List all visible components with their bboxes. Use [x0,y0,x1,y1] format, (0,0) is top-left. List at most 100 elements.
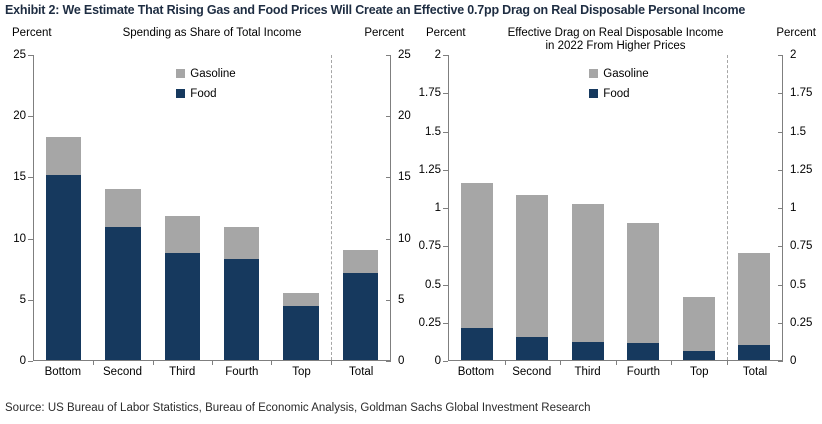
y-tick-right [386,116,391,118]
y-tick-right [778,55,783,56]
legend-label-gasoline: Gasoline [190,68,236,80]
x-axis-tick [152,361,154,365]
legend-swatch-gasoline [176,69,186,78]
exhibit-title: Exhibit 2: We Estimate That Rising Gas a… [5,3,746,17]
y-tick-right [778,284,783,286]
y-tick-label-right: 0.75 [790,240,813,253]
y-tick-label-right: 1.5 [790,125,806,138]
y-tick-label-right: 0.5 [790,278,806,291]
y-tick-left [443,208,448,209]
legend-item-gasoline: Gasoline [176,68,236,81]
y-tick-left [443,361,448,362]
bar-segment-gasoline [682,297,715,351]
bar-slot-bottom [34,55,93,360]
y-tick-left [28,177,33,179]
x-axis-tick [671,361,672,365]
bar-segment-gasoline [738,253,771,345]
bar-segment-gasoline [105,189,141,228]
y-tick-right [386,177,391,179]
bar-slot-second [505,55,561,360]
y-axis-title-left: Percent [426,27,466,39]
bar-segment-food [223,258,260,360]
y-tick-label-right: 15 [398,171,411,184]
y-tick-right [386,361,391,362]
plot-area: 0 0 0.25 0.25 0.5 0.5 0.75 0.75 1 1 1.25 1.25 1.5 1.5… [418,49,818,367]
x-axis-label-top: Top [292,366,311,378]
stacked-bar-second [105,55,141,360]
x-axis-label-second: Second [103,366,143,378]
y-tick-right [778,322,783,324]
legend-item-food: Food [176,88,235,101]
y-tick-right [778,131,783,133]
y-tick-label-left: 0.75 [418,240,441,253]
y-tick-left [443,284,448,286]
y-tick-left [28,299,33,301]
x-axis-tick [560,361,561,365]
bar-segment-gasoline [342,250,379,274]
bar-slots [449,55,782,360]
y-tick-left [443,246,448,248]
bar-segment-gasoline [223,227,260,259]
y-tick-left [28,361,33,362]
bar-segment-food [682,350,715,360]
y-tick-left [28,55,33,56]
y-tick-left [28,238,33,240]
y-axis-title-right: Percent [364,27,404,39]
x-axis-tick [93,361,95,365]
y-tick-right [778,169,783,171]
bar-segment-food [105,227,141,360]
legend-swatch-food [176,89,186,98]
legend-item-gasoline: Gasoline [589,68,649,81]
y-tick-left [443,131,448,133]
y-tick-right [778,208,783,209]
y-tick-label-right: 1.25 [790,163,813,176]
y-tick-label-right: 5 [398,293,405,306]
bar-segment-food [164,252,201,360]
chart-panel-left: Percent Percent Spending as Share of Total… [6,24,411,390]
y-tick-right [386,238,391,240]
y-tick-label-left: 20 [13,110,26,123]
x-axis-tick [504,361,506,365]
bar-segment-food [738,344,771,360]
stacked-bar-top [283,55,319,360]
stacked-bar-second [516,55,549,360]
y-tick-label-left: 15 [13,171,26,184]
bar-slot-third [560,55,616,360]
x-axis-label-third: Third [169,366,196,378]
y-tick-label-right: 25 [398,49,411,61]
bar-segment-gasoline [283,292,319,307]
bar-slots [34,55,390,360]
y-tick-label-left: 5 [19,293,26,306]
stacked-bar-bottom [460,55,493,360]
legend-box: Gasoline Food [176,68,236,108]
bar-segment-food [571,341,604,360]
y-tick-right [778,246,783,248]
y-axis-title-left: Percent [12,27,52,39]
bar-segment-food [45,174,82,360]
chart-title: Spending as Share of Total Income [53,27,371,40]
bar-segment-food [460,327,493,360]
x-axis-label-total: Total [742,366,768,378]
chart-title: Effective Drag on Real Disposable Income… [468,27,763,53]
y-axis-title-right: Percent [776,27,816,39]
y-tick-left [28,116,33,118]
x-axis-label-bottom: Bottom [44,366,82,378]
bar-segment-gasoline [164,216,201,253]
x-axis-labels: Bottom Second Third Fourth Top Total [448,366,783,378]
y-tick-left [443,322,448,324]
bar-segment-gasoline [571,204,604,342]
y-tick-label-right: 20 [398,110,411,123]
y-tick-label-right: 10 [398,232,411,245]
x-axis-tick [212,361,213,365]
legend-box: Gasoline Food [589,68,649,108]
x-axis-labels: Bottom Second Third Fourth Top Total [33,366,391,378]
bar-segment-food [283,306,319,360]
y-tick-label-left: 0.5 [425,278,441,291]
plot-area: 0 0 5 5 10 10 15 15 20 20 25 25 Gasoline Food [6,49,411,367]
bar-slot-total [727,55,783,360]
legend-label-gasoline: Gasoline [603,68,649,80]
chart-title-line: Effective Drag on Real Disposable Income [507,27,724,39]
chart-panel-right: Percent Percent Effective Drag on Real Dis… [418,24,818,390]
y-tick-left [443,55,448,56]
